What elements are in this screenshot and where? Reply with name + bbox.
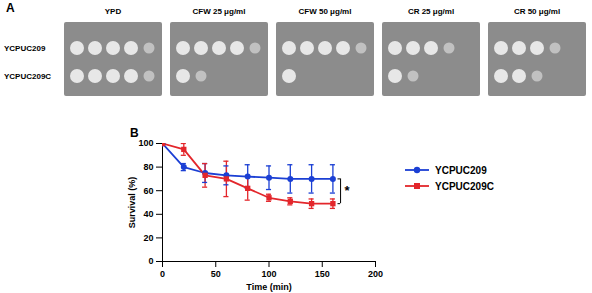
svg-text:A: A [6, 1, 15, 15]
svg-text:200: 200 [368, 269, 383, 279]
svg-text:100: 100 [261, 269, 276, 279]
svg-text:80: 80 [143, 162, 153, 172]
svg-text:YCPUC209C: YCPUC209C [4, 72, 51, 81]
svg-text:CR 50 μg/ml: CR 50 μg/ml [514, 7, 560, 16]
svg-text:CFW 25 μg/ml: CFW 25 μg/ml [193, 7, 246, 16]
svg-text:*: * [344, 183, 350, 198]
svg-text:60: 60 [143, 186, 153, 196]
html-text:YCPUC209C: YCPUC209C [435, 180, 494, 192]
html-text:YCPUC209: YCPUC209 [435, 164, 487, 176]
svg-text:0: 0 [148, 256, 153, 266]
html-text:B: B [130, 126, 139, 140]
svg-text:Survival (%): Survival (%) [127, 177, 137, 229]
svg-text:150: 150 [315, 269, 330, 279]
svg-text:50: 50 [211, 269, 221, 279]
svg-text:CR 25 μg/ml: CR 25 μg/ml [408, 7, 454, 16]
svg-text:Time (min): Time (min) [246, 282, 291, 292]
svg-text:100: 100 [138, 138, 153, 148]
svg-text:CFW 50 μg/ml: CFW 50 μg/ml [299, 7, 352, 16]
svg-text:0: 0 [160, 269, 165, 279]
svg-text:YCPUC209: YCPUC209 [4, 44, 46, 53]
svg-text:YPD: YPD [105, 7, 122, 16]
svg-text:40: 40 [143, 209, 153, 219]
svg-text:20: 20 [143, 233, 153, 243]
